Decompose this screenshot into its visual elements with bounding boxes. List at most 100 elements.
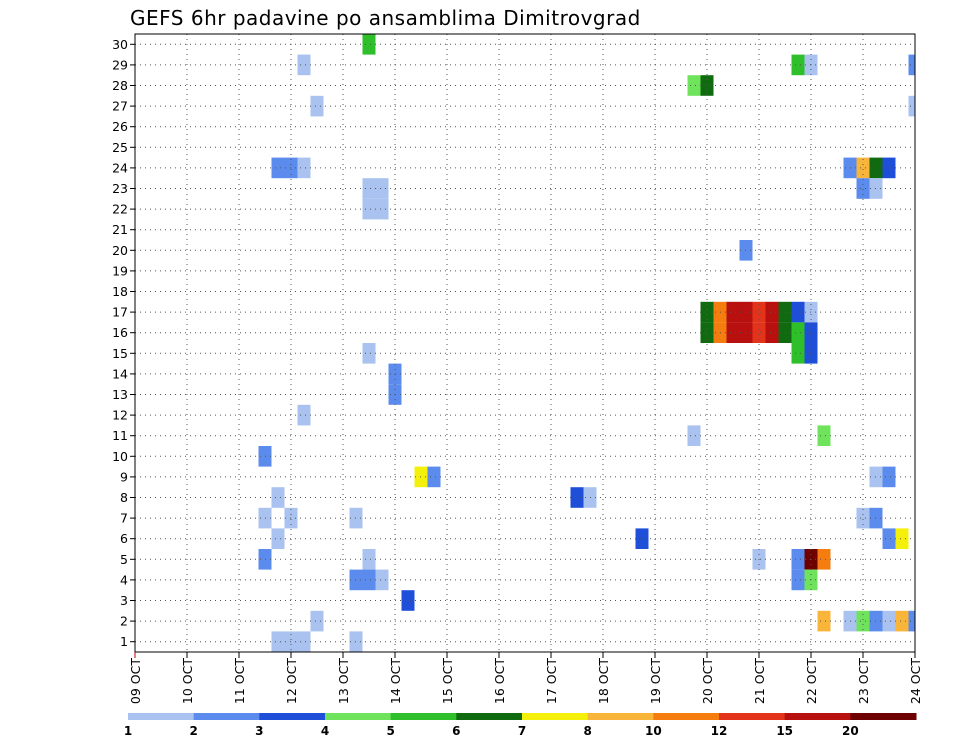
x-tick-label: 21 OCT	[752, 658, 767, 704]
heatmap-cell	[271, 157, 285, 179]
colorbar-label: 3	[255, 724, 263, 738]
heatmap-cell	[375, 569, 389, 591]
colorbar-swatch	[653, 713, 720, 720]
heatmap-cell	[882, 466, 896, 488]
heatmap-cell	[375, 198, 389, 220]
x-tick-label: 13 OCT	[336, 658, 351, 704]
y-tick-label: 14	[112, 366, 128, 381]
x-tick-label: 10 OCT	[180, 658, 195, 704]
heatmap-cell	[401, 590, 415, 611]
colorbar-swatch	[390, 713, 457, 720]
heatmap-cell	[362, 178, 376, 199]
heatmap-cell	[271, 528, 285, 549]
y-tick-label: 3	[120, 593, 128, 608]
heatmap-cell	[700, 301, 714, 323]
y-tick-label: 24	[112, 160, 128, 175]
colorbar-swatch	[456, 713, 523, 720]
y-tick-label: 7	[120, 511, 128, 526]
heatmap-cell	[700, 322, 714, 343]
x-tick-label: 09 OCT	[128, 658, 143, 704]
heatmap-cell	[765, 301, 779, 323]
y-tick-label: 19	[112, 263, 128, 278]
heatmap-cell	[310, 95, 324, 117]
heatmap-cell	[687, 75, 701, 96]
colorbar-swatch	[719, 713, 786, 720]
heatmap-cell	[882, 528, 896, 549]
heatmap-cell	[908, 610, 915, 632]
heatmap-cell	[570, 487, 584, 508]
y-tick-label: 23	[112, 181, 128, 196]
colorbar-label: 6	[452, 724, 460, 738]
heatmap-cell	[817, 610, 831, 632]
heatmap-cell	[362, 343, 376, 364]
colorbar-swatch	[522, 713, 589, 720]
y-tick-label: 16	[112, 325, 128, 340]
x-tick-label: 17 OCT	[544, 658, 559, 704]
heatmap-cell	[297, 631, 311, 652]
y-tick-label: 4	[120, 572, 128, 587]
heatmap-cell	[726, 301, 740, 323]
colorbar-swatch	[784, 713, 851, 720]
colorbar-swatch	[325, 713, 392, 720]
heatmap-cell	[908, 54, 915, 76]
heatmap-cell	[427, 466, 441, 488]
heatmap-cell	[791, 54, 805, 76]
y-tick-label: 18	[112, 284, 128, 299]
y-tick-label: 9	[120, 469, 128, 484]
heatmap-cell	[700, 75, 714, 96]
y-tick-label: 17	[112, 305, 128, 320]
colorbar-label: 10	[645, 724, 662, 738]
y-tick-label: 21	[112, 222, 128, 237]
y-tick-label: 30	[112, 37, 128, 52]
heatmap-cell	[726, 322, 740, 343]
y-tick-label: 11	[112, 428, 128, 443]
colorbar-label: 12	[711, 724, 728, 738]
heatmap-cell	[635, 528, 649, 549]
heatmap-cell	[297, 54, 311, 76]
heatmap-cell	[791, 343, 805, 364]
heatmap-cell	[882, 157, 896, 179]
x-tick-label: 22 OCT	[804, 658, 819, 704]
x-tick-label: 16 OCT	[492, 658, 507, 704]
heatmap-cell	[271, 631, 285, 652]
colorbar-label: 20	[842, 724, 859, 738]
heatmap-cell	[687, 425, 701, 446]
heatmap-cell	[791, 549, 805, 570]
heatmap-cell	[895, 610, 909, 632]
heatmap-cell	[882, 610, 896, 632]
heatmap-cell	[791, 301, 805, 323]
y-tick-label: 12	[112, 408, 128, 423]
x-tick-label: 23 OCT	[856, 658, 871, 704]
x-tick-label: 12 OCT	[284, 658, 299, 704]
colorbar-swatch	[128, 713, 195, 720]
x-tick-label: 24 OCT	[908, 658, 923, 704]
heatmap-cell	[297, 157, 311, 179]
y-tick-label: 10	[112, 449, 128, 464]
heatmap-cell	[752, 301, 766, 323]
y-tick-label: 28	[112, 78, 128, 93]
heatmap-cell	[908, 95, 915, 117]
x-tick-label: 19 OCT	[648, 658, 663, 704]
colorbar-label: 8	[583, 724, 591, 738]
heatmap-cell	[791, 322, 805, 343]
y-tick-label: 13	[112, 387, 128, 402]
y-tick-label: 15	[112, 346, 128, 361]
heatmap-cell	[271, 487, 285, 508]
y-tick-label: 2	[120, 614, 128, 629]
heatmap-cell	[856, 157, 870, 179]
y-tick-label: 1	[120, 634, 128, 649]
chart-title: GEFS 6hr padavine po ansamblima Dimitrov…	[130, 6, 641, 30]
x-tick-label: 18 OCT	[596, 658, 611, 704]
heatmap-cell	[856, 610, 870, 632]
y-tick-label: 20	[112, 243, 128, 258]
colorbar-label: 5	[386, 724, 394, 738]
heatmap-cell	[765, 322, 779, 343]
y-tick-label: 25	[112, 140, 128, 155]
y-tick-label: 29	[112, 57, 128, 72]
colorbar-label: 1	[124, 724, 132, 738]
y-tick-label: 22	[112, 202, 128, 217]
colorbar-label: 15	[776, 724, 793, 738]
heatmap-cell	[895, 528, 909, 549]
heatmap-cell	[791, 569, 805, 591]
